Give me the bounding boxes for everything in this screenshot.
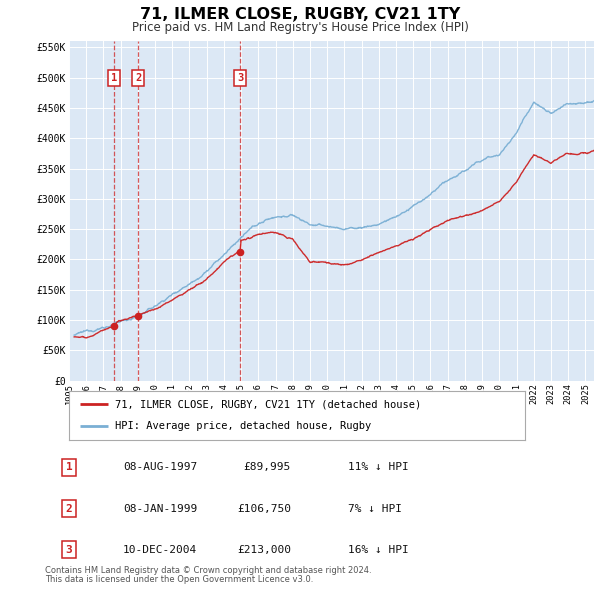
Text: 10-DEC-2004: 10-DEC-2004 bbox=[123, 545, 197, 555]
Text: 3: 3 bbox=[65, 545, 73, 555]
Text: 1: 1 bbox=[65, 463, 73, 472]
Text: 71, ILMER CLOSE, RUGBY, CV21 1TY (detached house): 71, ILMER CLOSE, RUGBY, CV21 1TY (detach… bbox=[115, 399, 421, 409]
Text: 16% ↓ HPI: 16% ↓ HPI bbox=[348, 545, 409, 555]
Text: 3: 3 bbox=[237, 73, 244, 83]
Text: 7% ↓ HPI: 7% ↓ HPI bbox=[348, 504, 402, 513]
Text: This data is licensed under the Open Government Licence v3.0.: This data is licensed under the Open Gov… bbox=[45, 575, 313, 584]
Text: 08-AUG-1997: 08-AUG-1997 bbox=[123, 463, 197, 472]
Text: 1: 1 bbox=[110, 73, 117, 83]
Text: 2: 2 bbox=[65, 504, 73, 513]
Text: 2: 2 bbox=[135, 73, 142, 83]
Text: 08-JAN-1999: 08-JAN-1999 bbox=[123, 504, 197, 513]
Text: 71, ILMER CLOSE, RUGBY, CV21 1TY: 71, ILMER CLOSE, RUGBY, CV21 1TY bbox=[140, 7, 460, 22]
Text: £213,000: £213,000 bbox=[237, 545, 291, 555]
Text: HPI: Average price, detached house, Rugby: HPI: Average price, detached house, Rugb… bbox=[115, 421, 371, 431]
Text: Price paid vs. HM Land Registry's House Price Index (HPI): Price paid vs. HM Land Registry's House … bbox=[131, 21, 469, 34]
Text: £89,995: £89,995 bbox=[244, 463, 291, 472]
Text: £106,750: £106,750 bbox=[237, 504, 291, 513]
Text: Contains HM Land Registry data © Crown copyright and database right 2024.: Contains HM Land Registry data © Crown c… bbox=[45, 566, 371, 575]
Text: 11% ↓ HPI: 11% ↓ HPI bbox=[348, 463, 409, 472]
